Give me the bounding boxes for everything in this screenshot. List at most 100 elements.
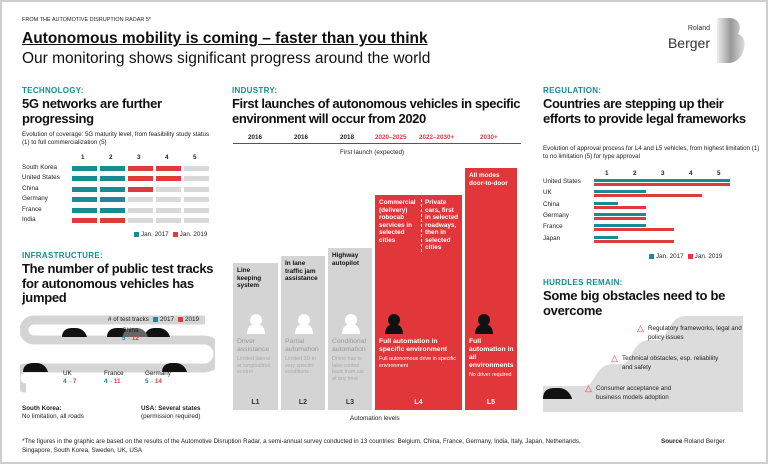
bar-2017 bbox=[594, 212, 646, 216]
row-label: South Korea bbox=[22, 164, 58, 171]
maturity-cell bbox=[184, 197, 209, 203]
row-label: India bbox=[22, 216, 36, 223]
level-desc: Limited 3D in very specific conditions bbox=[285, 356, 316, 375]
level-text-stack: Conditional automation Driver has to take… bbox=[332, 338, 369, 382]
driver-icon bbox=[293, 312, 315, 334]
hurdle-item: △ Regulatory frameworks, legal and policy… bbox=[637, 324, 747, 342]
maturity-cell bbox=[156, 176, 181, 182]
row-label: UK bbox=[543, 189, 552, 197]
arrow-icon: → bbox=[148, 378, 155, 385]
technology-legend: Jan. 2017 Jan. 2019 bbox=[130, 231, 207, 238]
maturity-cell bbox=[184, 166, 209, 171]
row-label: United States bbox=[543, 178, 581, 185]
level-label: L4 bbox=[414, 399, 423, 406]
country-test-tracks: Germany 5→14 bbox=[145, 370, 171, 386]
bar-2017 bbox=[594, 235, 618, 239]
arrow-icon: → bbox=[107, 378, 114, 385]
south-korea-note: South Korea: No limitation, all roads bbox=[22, 405, 84, 421]
industry-kicker: INDUSTRY: bbox=[232, 86, 278, 95]
axis-label: First launch (expected) bbox=[340, 149, 405, 156]
maturity-cell bbox=[128, 207, 153, 213]
count-2017: 4 bbox=[63, 378, 67, 385]
regulation-title: Countries are stepping up their efforts … bbox=[543, 96, 746, 126]
legend-swatch-2017 bbox=[649, 253, 654, 259]
industry-title: First launches of autonomous vehicles in… bbox=[232, 96, 521, 126]
x-axis-label: Automation levels bbox=[350, 415, 400, 422]
maturity-cell bbox=[100, 197, 125, 203]
launch-year: 2016 bbox=[248, 134, 263, 141]
car-icon bbox=[543, 388, 572, 399]
maturity-cell bbox=[156, 218, 181, 223]
maturity-cell bbox=[72, 207, 97, 213]
maturity-cell bbox=[72, 218, 97, 223]
maturity-cell bbox=[128, 166, 153, 171]
bar-2017 bbox=[594, 179, 730, 182]
hurdle-text: Regulatory frameworks, legal and policy … bbox=[648, 325, 742, 341]
launch-year: 2016 bbox=[294, 134, 309, 141]
level-name: Full automation in all environments bbox=[469, 338, 514, 369]
kicker: FROM THE AUTOMOTIVE DISRUPTION RADAR 5* bbox=[22, 17, 152, 23]
maturity-cell bbox=[184, 186, 209, 192]
source-name: Roland Berger bbox=[684, 438, 725, 445]
level-name: Driver assistance bbox=[237, 338, 270, 353]
warning-triangle-icon: △ bbox=[611, 353, 618, 363]
maturity-cell bbox=[100, 186, 125, 192]
row-label: Japan bbox=[543, 234, 561, 242]
count-2017: 4 bbox=[104, 378, 108, 385]
maturity-cell bbox=[72, 166, 97, 171]
legend-label: 2017 bbox=[159, 316, 174, 323]
level-name: Full automation in specific environment bbox=[379, 338, 447, 353]
maturity-cell bbox=[72, 186, 97, 192]
maturity-cell bbox=[156, 197, 181, 203]
track-counts: 5→14 bbox=[145, 378, 171, 386]
column-header: 1 bbox=[605, 170, 609, 177]
column-header: 4 bbox=[165, 154, 169, 161]
level-use-case: Highway autopilot bbox=[332, 252, 359, 267]
legend-label: Jan. 2019 bbox=[694, 253, 723, 260]
bar-2017 bbox=[594, 201, 618, 205]
hurdle-item: △ Consumer acceptance and business models… bbox=[585, 384, 695, 402]
maturity-cell bbox=[72, 176, 97, 182]
maturity-cell bbox=[72, 197, 97, 203]
launch-year: 2022–2030+ bbox=[419, 134, 455, 141]
track-counts: 4→11 bbox=[104, 378, 124, 386]
warning-triangle-icon: △ bbox=[637, 323, 644, 333]
car-icons bbox=[23, 328, 187, 372]
driver-icon bbox=[340, 312, 362, 334]
maturity-cell bbox=[184, 176, 209, 182]
count-2019: 12 bbox=[131, 335, 139, 342]
column-header: 1 bbox=[81, 154, 85, 161]
count-2019: 7 bbox=[72, 378, 77, 385]
column-header: 5 bbox=[717, 170, 721, 177]
maturity-cell bbox=[128, 197, 153, 203]
country-test-tracks: China 5→12 bbox=[122, 327, 139, 343]
hurdles-title: Some big obstacles need to be overcome bbox=[543, 288, 726, 318]
level-use-case: All modes door-to-door bbox=[469, 172, 508, 187]
maturity-cell bbox=[100, 166, 125, 171]
level-text-stack: Partial automation Limited 3D in very spe… bbox=[285, 338, 322, 376]
logo: Roland Berger bbox=[655, 18, 750, 63]
track-counts: 5→12 bbox=[122, 335, 139, 343]
level-bar-l1: Line keeping system Driver assistance Limi… bbox=[233, 263, 278, 410]
count-2019: 11 bbox=[113, 378, 121, 385]
driver-icon bbox=[383, 312, 405, 334]
logo-b-icon bbox=[717, 18, 745, 63]
count-2019: 14 bbox=[154, 378, 162, 385]
south-korea-label: South Korea: bbox=[22, 405, 62, 412]
hurdles-hill bbox=[543, 316, 743, 412]
level-label: L5 bbox=[486, 399, 496, 406]
level-text-stack: Driver assistance Limited lateral or long… bbox=[237, 338, 275, 376]
country-name: China bbox=[122, 327, 139, 334]
bar-2017 bbox=[594, 224, 646, 228]
hurdle-item: △ Technical obstacles, esp. reliability a… bbox=[611, 354, 721, 372]
maturity-cell bbox=[156, 166, 181, 171]
level-label: L1 bbox=[251, 399, 260, 406]
level-use-case: Commercial (delivery) robocab services i… bbox=[379, 199, 416, 244]
technology-desc: Evolution of coverage: 5G maturity level… bbox=[22, 131, 210, 146]
legend-swatch-2017 bbox=[152, 316, 158, 322]
level-desc: Limited lateral or longitudinal control bbox=[237, 356, 270, 375]
page-title: Autonomous mobility is coming – faster t… bbox=[22, 30, 428, 47]
row-label: Germany bbox=[543, 211, 569, 219]
technology-kicker: TECHNOLOGY: bbox=[22, 86, 84, 95]
